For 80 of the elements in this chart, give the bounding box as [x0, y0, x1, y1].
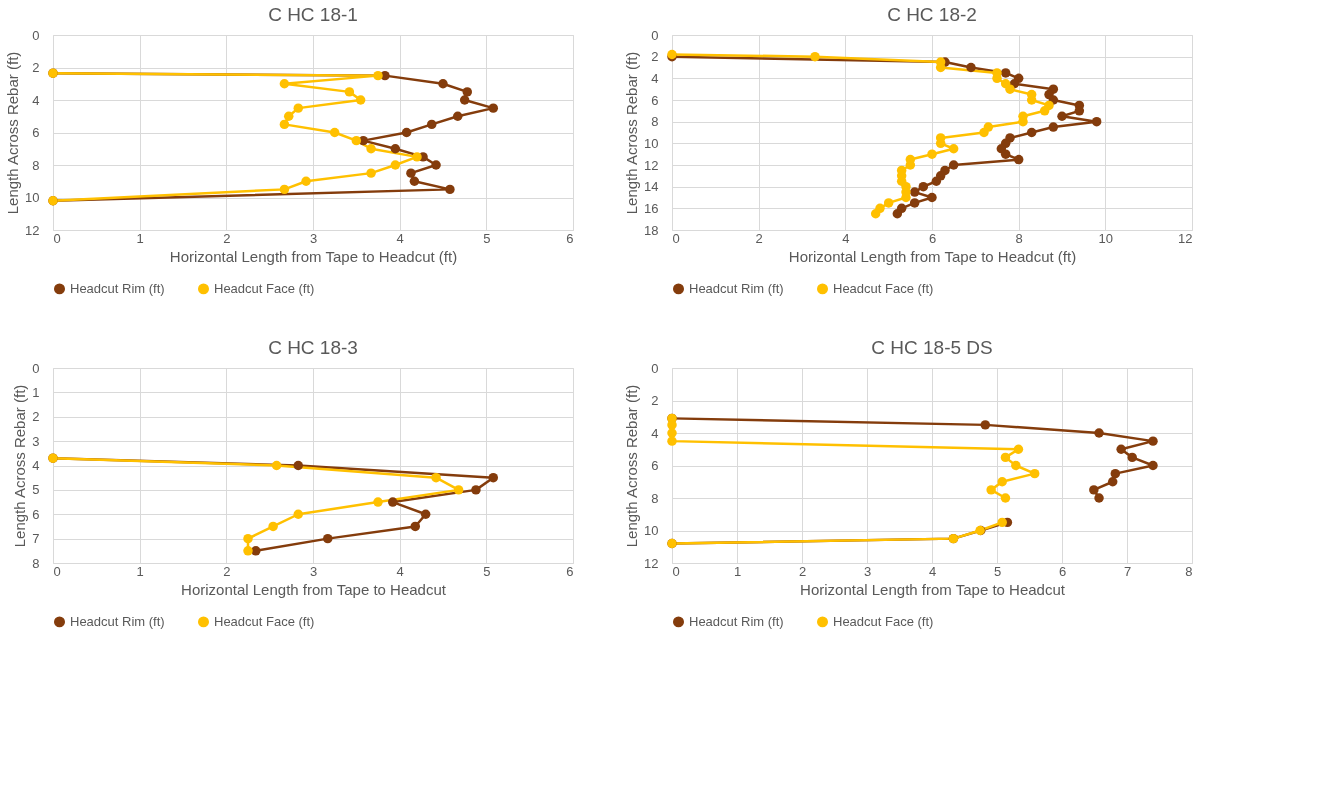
x-tick-label: 3 — [309, 563, 318, 579]
y-tick-label: 7 — [32, 531, 40, 547]
y-tick-label: 2 — [651, 393, 659, 408]
y-tick-label: 4 — [32, 458, 40, 473]
x-tick-label: 0 — [672, 230, 680, 246]
y-tick-label: 1 — [32, 384, 40, 400]
x-tick-label: 2 — [223, 230, 231, 246]
x-axis-title: Horizontal Length from Tape to Headcut — [800, 580, 1066, 598]
chart-title: C HC 18-1 — [268, 4, 358, 25]
legend-label: Headcut Face (ft) — [833, 613, 934, 629]
y-tick-label: 0 — [651, 360, 659, 376]
x-axis-title: Horizontal Length from Tape to Headcut — [181, 580, 447, 598]
y-tick-label: 8 — [651, 490, 659, 506]
x-axis-title: Horizontal Length from Tape to Headcut (ft) — [788, 247, 1077, 265]
y-tick-label: 14 — [644, 179, 659, 195]
y-axis-title: Length Across Rebar (ft) — [623, 384, 641, 548]
x-tick-label: 5 — [993, 563, 1002, 579]
legend-label: Headcut Face (ft) — [214, 280, 315, 296]
y-tick-label: 2 — [651, 49, 659, 65]
y-tick-label: 8 — [651, 114, 659, 130]
y-tick-label: 4 — [32, 92, 40, 108]
y-tick-label: 10 — [25, 190, 40, 205]
y-axis-title: Length Across Rebar (ft) — [4, 51, 22, 215]
y-tick-label: 4 — [651, 70, 659, 86]
x-tick-label: 2 — [798, 563, 807, 579]
x-tick-label: 1 — [136, 230, 144, 246]
x-tick-label: 6 — [1058, 563, 1067, 579]
x-tick-label: 4 — [396, 563, 404, 579]
x-tick-label: 0 — [672, 563, 680, 579]
legend-label: Headcut Rim (ft) — [70, 613, 165, 629]
legend-label: Headcut Rim (ft) — [689, 613, 784, 629]
y-tick-label: 6 — [32, 506, 40, 522]
x-tick-label: 1 — [733, 563, 742, 579]
x-tick-label: 2 — [755, 230, 763, 246]
y-tick-label: 10 — [644, 523, 659, 538]
chart-title: C HC 18-5 DS — [871, 337, 993, 358]
x-tick-label: 5 — [483, 230, 491, 246]
y-tick-label: 4 — [651, 425, 659, 441]
chart-title: C HC 18-3 — [268, 337, 358, 358]
x-tick-label: 4 — [842, 230, 850, 246]
y-tick-label: 10 — [644, 135, 659, 151]
x-axis-title: Horizontal Length from Tape to Headcut (ft) — [169, 247, 458, 265]
x-tick-label: 6 — [928, 230, 937, 246]
chart-title: C HC 18-2 — [887, 4, 977, 25]
x-tick-label: 4 — [396, 230, 404, 246]
x-tick-label: 8 — [1015, 230, 1023, 246]
y-tick-label: 2 — [32, 60, 40, 75]
y-tick-label: 16 — [644, 200, 659, 216]
x-tick-label: 1 — [136, 563, 144, 579]
x-tick-label: 8 — [1185, 563, 1193, 579]
y-tick-label: 12 — [644, 157, 659, 173]
x-tick-label: 0 — [53, 230, 61, 246]
x-tick-label: 10 — [1098, 230, 1114, 246]
y-tick-label: 8 — [32, 157, 40, 173]
x-tick-label: 3 — [863, 563, 872, 579]
y-tick-label: 0 — [32, 360, 40, 376]
y-tick-label: 18 — [644, 222, 659, 238]
y-tick-label: 6 — [32, 125, 40, 140]
x-tick-label: 3 — [309, 230, 318, 246]
y-tick-label: 2 — [32, 409, 40, 425]
x-tick-label: 7 — [1123, 563, 1132, 579]
x-tick-label: 5 — [483, 563, 491, 579]
x-tick-label: 0 — [53, 563, 61, 579]
y-tick-label: 3 — [32, 433, 40, 449]
x-tick-label: 2 — [223, 563, 231, 579]
y-tick-label: 0 — [32, 27, 40, 43]
legend-label: Headcut Face (ft) — [833, 280, 934, 296]
legend-label: Headcut Rim (ft) — [689, 280, 784, 296]
x-tick-label: 6 — [566, 563, 574, 579]
x-tick-label: 12 — [1178, 230, 1193, 246]
y-tick-label: 0 — [651, 27, 659, 43]
y-tick-label: 5 — [32, 482, 40, 498]
y-axis-title: Length Across Rebar (ft) — [11, 384, 29, 548]
y-axis-title: Length Across Rebar (ft) — [623, 51, 641, 215]
y-tick-label: 6 — [651, 458, 659, 473]
x-tick-label: 6 — [566, 230, 574, 246]
y-tick-label: 6 — [651, 92, 659, 108]
legend-label: Headcut Rim (ft) — [70, 280, 165, 296]
legend-label: Headcut Face (ft) — [214, 613, 315, 629]
x-tick-label: 4 — [928, 563, 937, 579]
